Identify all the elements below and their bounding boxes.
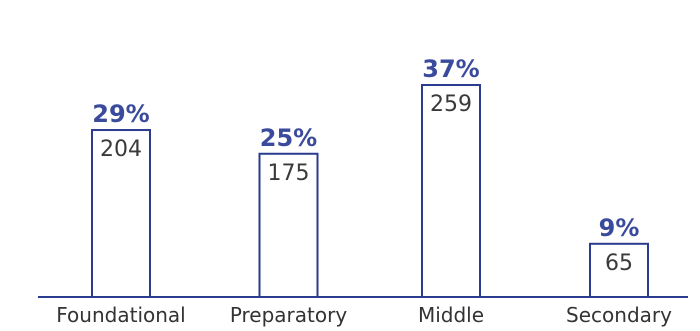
value-label-foundational: 204	[100, 137, 142, 162]
percent-label-secondary: 9%	[599, 214, 640, 242]
percent-label-middle: 37%	[422, 55, 479, 83]
category-label-secondary: Secondary	[566, 303, 672, 327]
percent-label-foundational: 29%	[92, 100, 149, 128]
value-label-secondary: 65	[605, 251, 633, 276]
category-label-foundational: Foundational	[56, 303, 185, 327]
percent-label-preparatory: 25%	[260, 124, 317, 152]
category-label-middle: Middle	[418, 303, 484, 327]
bar-secondary	[589, 242, 649, 298]
value-label-middle: 259	[430, 92, 472, 117]
category-labels-layer: Foundational Preparatory Middle Secondary	[56, 303, 672, 327]
bar-preparatory	[258, 152, 319, 298]
value-label-preparatory: 175	[268, 161, 310, 186]
category-label-preparatory: Preparatory	[230, 303, 348, 327]
labels-layer: 204 29% 175 25% 259 37% 65 9%	[92, 55, 639, 276]
bar-foundational	[91, 129, 151, 298]
bars-layer	[91, 84, 649, 298]
